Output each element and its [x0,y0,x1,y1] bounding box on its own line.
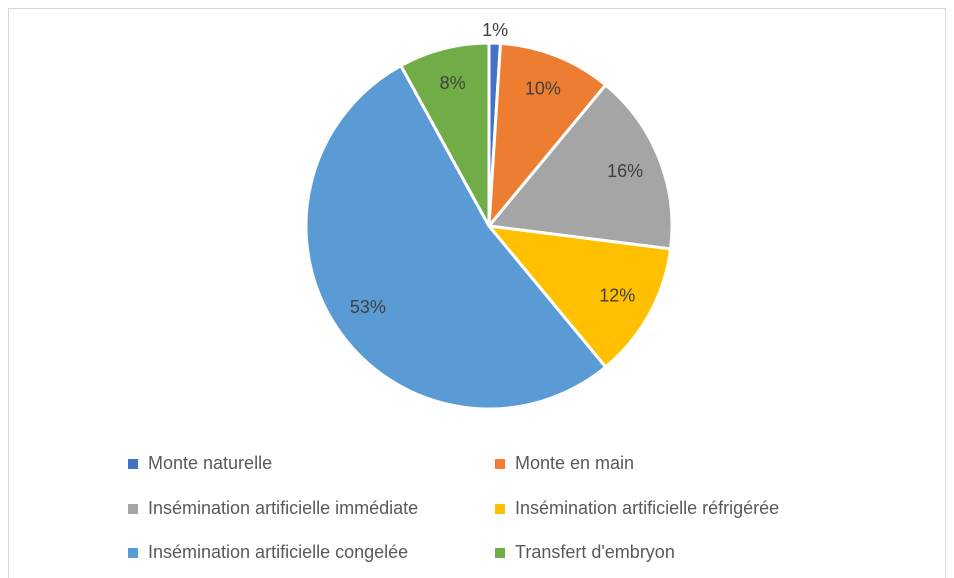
data-label: 10% [525,79,561,99]
legend-label: Transfert d'embryon [515,542,675,562]
pie-slice [485,224,673,370]
pie-slice [304,63,608,411]
legend-swatch [128,548,138,558]
legend-swatch [128,504,138,514]
legend-swatch [495,459,505,469]
pie-slice [486,82,674,251]
pie-slice [487,41,608,231]
data-label: 53% [350,297,386,317]
legend-label: Monte naturelle [148,453,272,473]
data-label: 16% [607,161,643,181]
legend-label: Insémination artificielle congelée [148,542,408,562]
legend-swatch [495,548,505,558]
legend-label: Insémination artificielle immédiate [148,498,418,518]
pie-slice [398,41,491,227]
legend-swatch [495,504,505,514]
legend-label: Insémination artificielle réfrigérée [515,498,779,518]
data-label: 8% [440,73,466,93]
data-label: 1% [482,20,508,40]
data-label: 12% [599,285,635,305]
legend-label: Monte en main [515,453,634,473]
legend-swatch [128,459,138,469]
